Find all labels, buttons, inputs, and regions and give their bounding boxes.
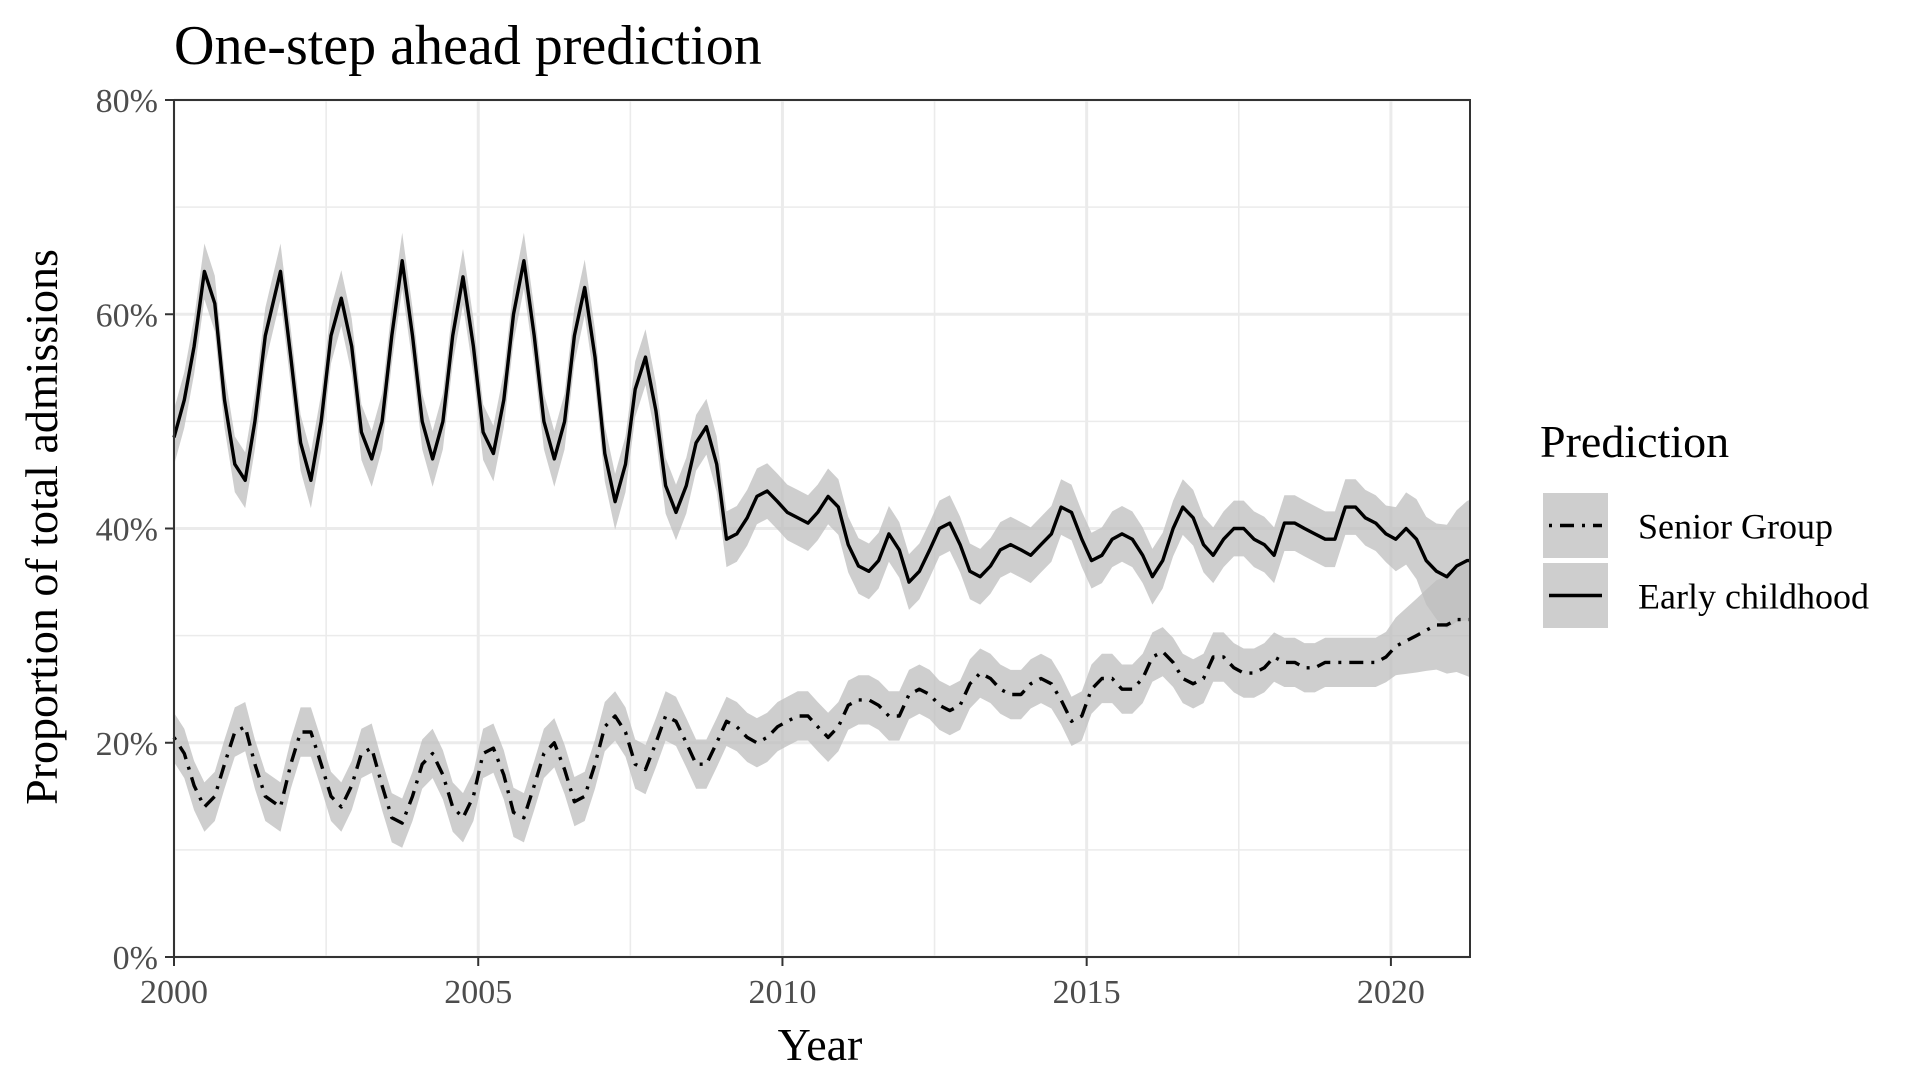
legend-title: Prediction [1540, 416, 1729, 467]
y-tick-label: 60% [96, 297, 158, 334]
y-tick-label: 80% [96, 83, 158, 120]
legend: Prediction Senior Group Early childhood [1540, 416, 1869, 628]
x-tick-label: 2005 [444, 974, 512, 1011]
y-tick-label: 20% [96, 726, 158, 763]
x-tick-label: 2000 [140, 974, 208, 1011]
x-tick-label: 2015 [1053, 974, 1121, 1011]
band-senior-group [174, 561, 1470, 848]
series-lines [172, 259, 1470, 825]
chart-title: One-step ahead prediction [174, 15, 762, 77]
x-tick-label: 2010 [748, 974, 816, 1011]
y-tick-label: 40% [96, 512, 158, 549]
x-axis: 2000 2005 2010 2015 2020 [140, 957, 1425, 1011]
line-early-childhood [172, 259, 1470, 584]
x-tick-label: 2020 [1357, 974, 1425, 1011]
band-early-childhood [174, 232, 1470, 629]
y-tick-label: 0% [113, 940, 158, 977]
y-axis: 0% 20% 40% 60% 80% [96, 83, 174, 977]
line-senior-group [172, 617, 1470, 825]
x-axis-title: Year [778, 1019, 863, 1070]
confidence-bands [174, 232, 1470, 848]
legend-label-early-childhood: Early childhood [1638, 577, 1869, 617]
y-axis-title: Proportion of total admissions [16, 249, 67, 805]
legend-label-senior-group: Senior Group [1638, 507, 1833, 547]
